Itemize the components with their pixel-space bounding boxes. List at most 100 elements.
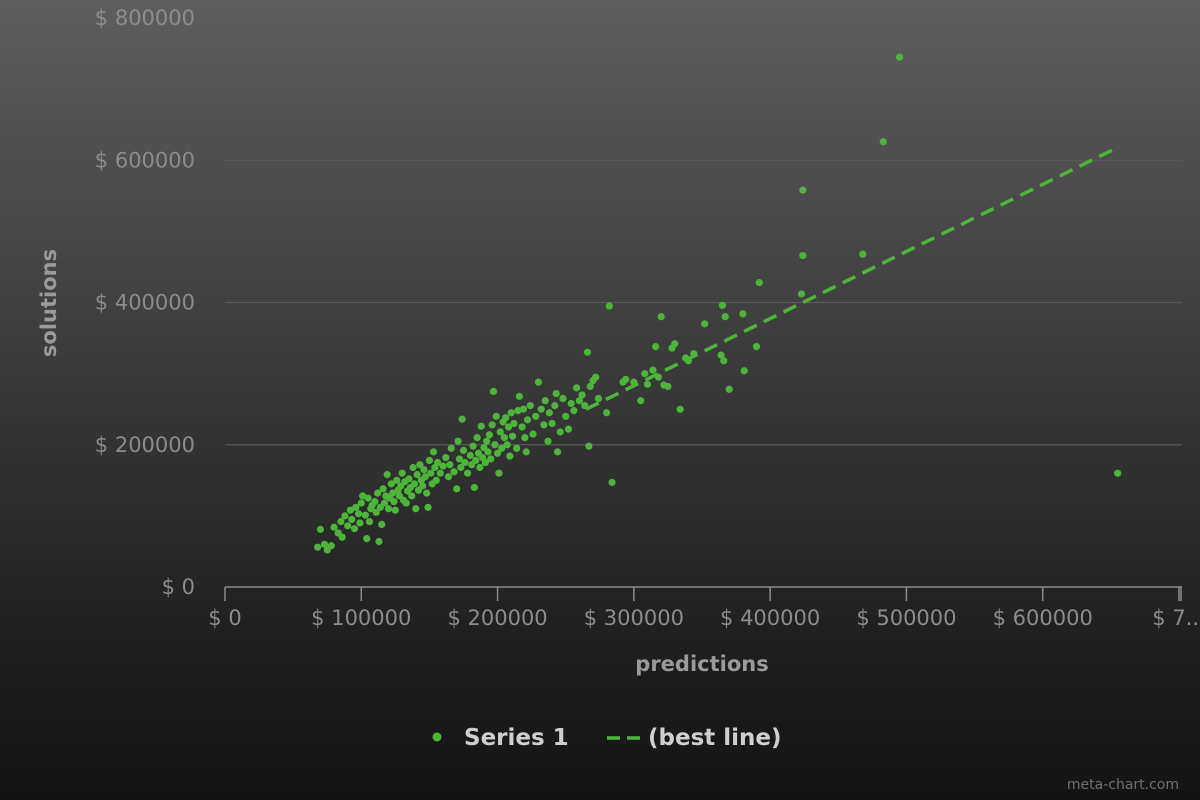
scatter-point [344, 522, 352, 530]
scatter-point [389, 489, 397, 497]
scatter-point [605, 302, 613, 310]
legend-best-line-label: (best line) [648, 725, 782, 751]
scatter-point [402, 499, 410, 507]
scatter-point [436, 469, 444, 477]
scatter-point [444, 473, 453, 481]
scatter-point [493, 449, 502, 457]
scatter-point [896, 53, 904, 61]
scatter-point [725, 385, 733, 393]
scatter-point [384, 505, 393, 513]
scatter-point [380, 499, 389, 507]
scatter-point [496, 428, 504, 436]
scatter-point [553, 448, 562, 456]
scatter-point [1114, 469, 1122, 477]
scatter-point [419, 482, 427, 490]
scatter-point [583, 348, 592, 356]
x-tick-label: $ 200000 [447, 606, 547, 630]
scatter-point [519, 405, 528, 413]
scatter-point [637, 397, 645, 405]
scatter-point [559, 394, 567, 403]
x-tick-label: $ 0 [208, 606, 241, 630]
scatter-point [503, 441, 511, 449]
scatter-point [477, 422, 485, 430]
x-tick-label: $ 7... [1152, 606, 1200, 630]
scatter-point [514, 407, 522, 415]
scatter-point [718, 301, 727, 309]
scatter-point [523, 416, 532, 424]
scatter-point [408, 492, 416, 500]
scatter-point [502, 414, 510, 422]
scatter-point [492, 412, 500, 420]
scatter-point [476, 463, 484, 472]
y-axis-title: solutions [37, 249, 61, 357]
scatter-point [432, 476, 440, 484]
scatter-point [314, 543, 322, 551]
scatter-point [393, 476, 401, 484]
scatter-point [338, 533, 346, 541]
scatter-point [526, 402, 534, 410]
scatter-point [518, 423, 526, 431]
scatter-point [350, 525, 359, 533]
scatter-point [521, 434, 529, 442]
scatter-point [717, 351, 725, 359]
scatter-point [371, 498, 379, 506]
scatter-point [508, 432, 517, 440]
scatter-point [740, 367, 748, 375]
scatter-point [485, 431, 493, 439]
scatter-point [352, 503, 360, 511]
scatter-point [799, 186, 807, 194]
scatter-point [513, 444, 521, 452]
scatter-point [537, 405, 545, 413]
scatter-point [799, 251, 807, 260]
scatter-point [545, 409, 553, 417]
scatter-point [586, 382, 594, 391]
scatter-point [573, 384, 581, 392]
scatter-point [578, 391, 586, 399]
scatter-point [755, 278, 763, 287]
scatter-point [564, 425, 573, 433]
scatter-point [473, 434, 481, 442]
scatter-point [424, 503, 432, 511]
scatter-point [327, 542, 335, 550]
x-tick-label: $ 600000 [993, 606, 1093, 630]
x-tick-label: $ 400000 [720, 606, 820, 630]
scatter-point [532, 412, 540, 420]
scatter-point [529, 430, 537, 438]
scatter-point [387, 480, 395, 488]
scatter-point [481, 458, 489, 467]
scatter-point [423, 489, 431, 497]
legend-series-1-marker [432, 732, 442, 742]
y-tick-label: $ 600000 [95, 148, 195, 172]
scatter-point [457, 463, 465, 472]
x-tick-label: $ 500000 [856, 606, 956, 630]
scatter-point [859, 250, 867, 258]
scatter-point [562, 412, 570, 420]
scatter-point [797, 290, 806, 298]
scatter-point [575, 397, 583, 405]
scatter-point [491, 441, 499, 449]
scatter-point [470, 483, 479, 492]
scatter-point [585, 442, 593, 450]
best-fit-line-group [585, 145, 1119, 411]
scatter-point [721, 313, 729, 321]
x-tick-label: $ 100000 [311, 606, 411, 630]
scatter-point [405, 475, 413, 483]
scatter-point [434, 458, 442, 467]
scatter-point [346, 506, 354, 514]
scatter-point [461, 458, 469, 467]
scatter-point [506, 452, 514, 460]
scatter-point [337, 517, 345, 526]
scatter-point [374, 489, 382, 497]
y-tick-label: $ 0 [162, 575, 195, 599]
scatter-point [495, 469, 503, 477]
scatter-point [671, 340, 679, 348]
scatter-point [412, 505, 420, 513]
scatter-point [657, 313, 665, 321]
y-tick-label: $ 800000 [95, 6, 195, 30]
data-points [314, 53, 1122, 554]
scatter-point [622, 375, 630, 383]
scatter-point [316, 525, 324, 533]
credit-text: meta-chart.com [1067, 777, 1179, 793]
scatter-point [455, 455, 464, 463]
